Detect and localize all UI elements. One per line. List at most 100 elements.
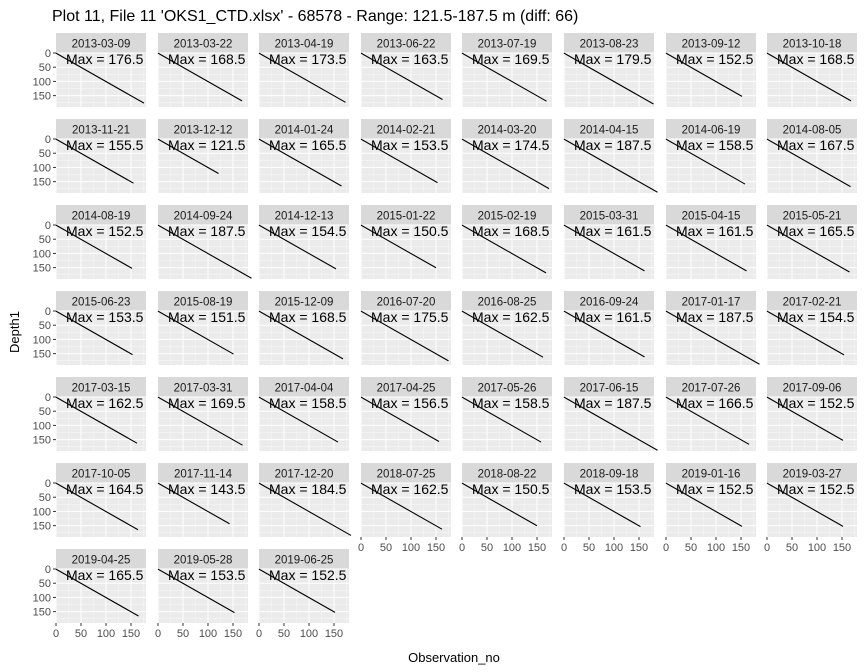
facet-strip-label: 2017-10-05 (72, 469, 131, 481)
depth-profile-line (55, 224, 133, 269)
max-annotation: Max = 153.5 (371, 137, 449, 153)
depth-profile-line (665, 224, 747, 272)
facet-strip-label: 2018-07-25 (377, 469, 436, 481)
facet-strip (158, 33, 248, 53)
max-annotation: Max = 174.5 (472, 137, 550, 153)
facet-strip (361, 291, 451, 311)
facet-strip (259, 377, 349, 397)
facet-strip-label: 2015-12-09 (275, 297, 334, 309)
depth-profile-line (766, 396, 844, 441)
x-tick-label: 50 (583, 542, 595, 554)
x-tick-label: 50 (786, 542, 798, 554)
max-annotation: Max = 169.5 (472, 51, 550, 67)
depth-profile-line (766, 310, 845, 356)
x-tick-label: 100 (605, 542, 623, 554)
facet-strip (462, 377, 552, 397)
facet-strip-label: 2017-02-21 (783, 297, 842, 309)
facet-strip (666, 377, 756, 397)
x-tick-label: 150 (732, 542, 750, 554)
facet-strip-label: 2017-06-15 (580, 383, 639, 395)
depth-profile-line (563, 52, 654, 105)
y-tick-label: 100 (33, 248, 51, 260)
facet-strip-label: 2017-12-20 (275, 469, 334, 481)
facet-strip-label: 2013-03-22 (174, 39, 233, 51)
y-tick-label: 0 (45, 134, 51, 146)
facet-strip-label: 2019-03-27 (783, 469, 842, 481)
x-tick-label: 150 (528, 542, 546, 554)
facet-strip-label: 2015-04-15 (682, 211, 741, 223)
facet-strip-label: 2019-04-25 (72, 555, 131, 567)
max-annotation: Max = 187.5 (574, 137, 652, 153)
facet-strip (56, 119, 146, 139)
facet-strip (158, 291, 248, 311)
facet-strip-label: 2015-02-19 (478, 211, 537, 223)
max-annotation: Max = 166.5 (676, 395, 754, 411)
facet-strip (158, 463, 248, 483)
facet-strip-label: 2014-02-21 (377, 125, 436, 137)
max-annotation: Max = 158.5 (676, 137, 754, 153)
depth-profile-line (563, 482, 641, 528)
facet-strip-label: 2018-08-22 (478, 469, 537, 481)
depth-profile-line (55, 310, 133, 356)
facet-strip (767, 377, 857, 397)
max-annotation: Max = 143.5 (168, 481, 246, 497)
max-annotation: Max = 156.5 (371, 395, 449, 411)
depth-profile-line (766, 224, 850, 273)
y-tick-label: 150 (33, 91, 51, 103)
facet-strip (56, 33, 146, 53)
y-tick-label: 50 (39, 320, 51, 332)
max-annotation: Max = 121.5 (168, 137, 246, 153)
max-annotation: Max = 152.5 (66, 223, 144, 239)
x-tick-label: 150 (833, 542, 851, 554)
facet-strip-label: 2013-11-21 (72, 125, 130, 137)
max-annotation: Max = 154.5 (269, 223, 347, 239)
y-tick-label: 0 (45, 478, 51, 490)
max-annotation: Max = 187.5 (676, 309, 754, 325)
max-annotation: Max = 152.5 (676, 481, 754, 497)
facet-strip (666, 119, 756, 139)
facet-strip-label: 2015-06-23 (72, 297, 131, 309)
max-annotation: Max = 150.5 (371, 223, 449, 239)
y-tick-label: 0 (45, 392, 51, 404)
y-tick-label: 100 (33, 76, 51, 88)
max-annotation: Max = 167.5 (777, 137, 855, 153)
facet-strip-label: 2017-05-26 (478, 383, 537, 395)
x-axis-title: Observation_no (408, 650, 500, 665)
max-annotation: Max = 168.5 (168, 51, 246, 67)
facet-strip (462, 463, 552, 483)
x-tick-label: 0 (663, 542, 669, 554)
x-tick-label: 0 (53, 628, 59, 640)
depth-profile-line (55, 568, 139, 617)
facet-strip-label: 2019-01-16 (682, 469, 741, 481)
facet-strip (158, 377, 248, 397)
depth-profile-line (55, 138, 134, 184)
depth-profile-line (258, 138, 342, 187)
facet-strip-label: 2016-09-24 (580, 297, 639, 309)
max-annotation: Max = 169.5 (168, 395, 246, 411)
max-annotation: Max = 168.5 (269, 309, 347, 325)
y-tick-label: 50 (39, 234, 51, 246)
depth-profile-line (258, 224, 337, 270)
depth-profile-line (461, 224, 547, 274)
facet-strip (158, 549, 248, 569)
facet-strip (564, 291, 654, 311)
x-tick-label: 0 (155, 628, 161, 640)
x-tick-label: 100 (503, 542, 521, 554)
facet-strip (767, 33, 857, 53)
